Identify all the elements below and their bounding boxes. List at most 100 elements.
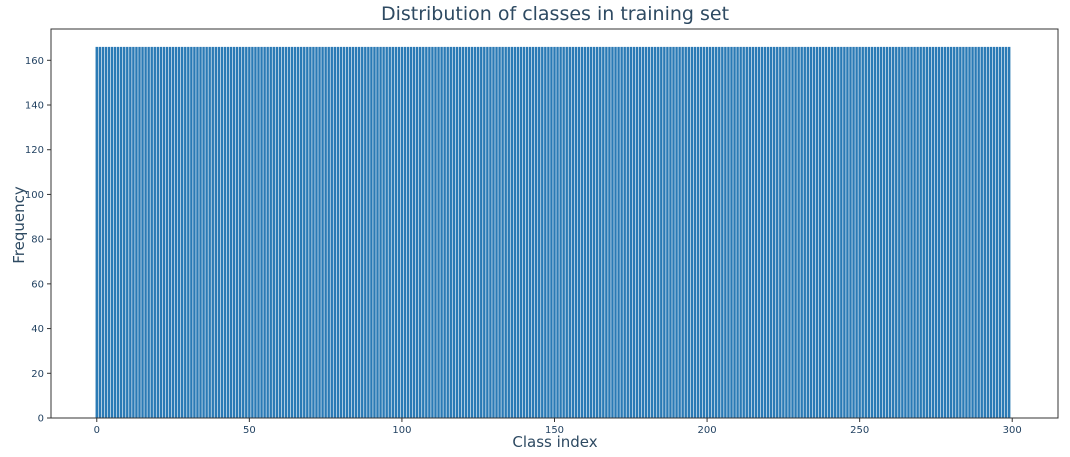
bar-class-28: [180, 46, 184, 418]
bar-class-30: [187, 46, 190, 418]
bar-class-293: [989, 46, 993, 418]
bar-class-60: [278, 46, 282, 418]
bar-class-67: [300, 46, 303, 418]
bar-class-294: [992, 46, 996, 418]
y-axis: 0 20 40 60 80 100 120 140 160: [25, 56, 51, 425]
bar-class-244: [840, 46, 843, 418]
bar-class-207: [727, 46, 730, 418]
bar-class-204: [718, 46, 721, 418]
x-tick-label: 200: [698, 425, 717, 436]
bar-class-185: [660, 46, 663, 418]
bar-class-9: [123, 46, 126, 418]
bar-class-240: [827, 46, 831, 418]
bar-class-33: [196, 46, 199, 418]
bar-class-292: [986, 46, 990, 418]
bar-class-175: [629, 46, 633, 418]
bar-class-276: [937, 46, 941, 418]
bar-class-206: [724, 46, 727, 418]
bar-class-297: [1001, 46, 1005, 418]
bar-class-222: [772, 46, 776, 418]
bar-class-289: [977, 46, 980, 418]
bar-class-115: [446, 46, 449, 418]
bar-class-48: [242, 46, 245, 418]
bar-class-281: [953, 46, 956, 418]
bar-class-279: [946, 46, 950, 418]
bar-class-47: [238, 46, 242, 418]
bar-class-88: [364, 46, 367, 418]
bar-class-203: [715, 46, 718, 418]
bar-class-266: [907, 46, 910, 418]
bar-class-89: [367, 46, 370, 418]
bar-class-188: [669, 46, 672, 418]
bar-class-149: [550, 46, 553, 418]
bar-class-159: [580, 46, 584, 418]
bar-class-258: [882, 46, 886, 418]
bar-class-103: [409, 46, 413, 418]
bar-class-54: [260, 46, 263, 418]
bar-class-217: [757, 46, 761, 418]
bar-class-116: [449, 46, 452, 418]
bar-class-215: [751, 46, 755, 418]
bar-class-126: [480, 46, 483, 418]
bar-class-66: [296, 46, 300, 418]
bar-class-19: [153, 46, 156, 418]
bar-class-229: [794, 46, 797, 418]
bar-class-80: [339, 46, 343, 418]
bar-class-216: [754, 46, 758, 418]
bar-class-46: [235, 46, 239, 418]
bar-class-236: [815, 46, 819, 418]
bar-class-59: [275, 46, 279, 418]
bar-class-198: [699, 46, 703, 418]
y-tick-label: 20: [31, 369, 44, 380]
x-tick-label: 250: [850, 425, 869, 436]
bar-class-182: [650, 46, 654, 418]
bar-class-140: [522, 46, 526, 418]
bar-class-211: [739, 46, 742, 418]
bar-class-100: [400, 46, 404, 418]
bar-class-52: [254, 46, 257, 418]
bar-class-181: [647, 46, 651, 418]
x-tick-label: 150: [545, 425, 564, 436]
bar-class-118: [455, 46, 459, 418]
bar-class-123: [470, 46, 474, 418]
bar-class-178: [638, 46, 642, 418]
bar-class-36: [205, 46, 208, 418]
bar-class-165: [599, 46, 602, 418]
bar-class-230: [797, 46, 800, 418]
bar-class-122: [467, 46, 471, 418]
bar-class-106: [419, 46, 422, 418]
y-tick-label: 60: [31, 279, 44, 290]
bar-class-77: [330, 46, 333, 418]
bar-class-242: [834, 46, 837, 418]
bar-class-251: [861, 46, 864, 418]
x-axis-title: Class index: [512, 433, 597, 451]
bar-class-267: [910, 46, 913, 418]
bar-class-286: [968, 46, 971, 418]
bar-class-154: [565, 46, 568, 418]
bar-class-38: [211, 46, 214, 418]
bar-class-224: [779, 46, 782, 418]
bar-class-76: [327, 46, 330, 418]
bar-class-70: [309, 46, 312, 418]
bar-class-170: [614, 46, 617, 418]
bar-class-139: [519, 46, 523, 418]
bar-class-191: [678, 46, 681, 418]
bar-class-141: [525, 46, 529, 418]
bar-class-223: [776, 46, 779, 418]
bar-class-261: [892, 46, 895, 418]
bar-class-120: [461, 46, 465, 418]
bar-class-218: [760, 46, 764, 418]
bar-class-112: [437, 46, 440, 418]
bar-class-127: [483, 46, 486, 418]
bar-class-69: [306, 46, 309, 418]
bar-class-91: [373, 46, 376, 418]
bar-class-109: [428, 46, 431, 418]
bar-class-130: [492, 46, 495, 418]
bar-class-197: [696, 46, 700, 418]
bar-class-2: [101, 46, 105, 418]
y-tick-label: 0: [38, 414, 44, 425]
bar-class-136: [510, 46, 513, 418]
bar-class-128: [486, 46, 489, 418]
bar-class-272: [925, 46, 928, 418]
bar-class-50: [248, 46, 251, 418]
